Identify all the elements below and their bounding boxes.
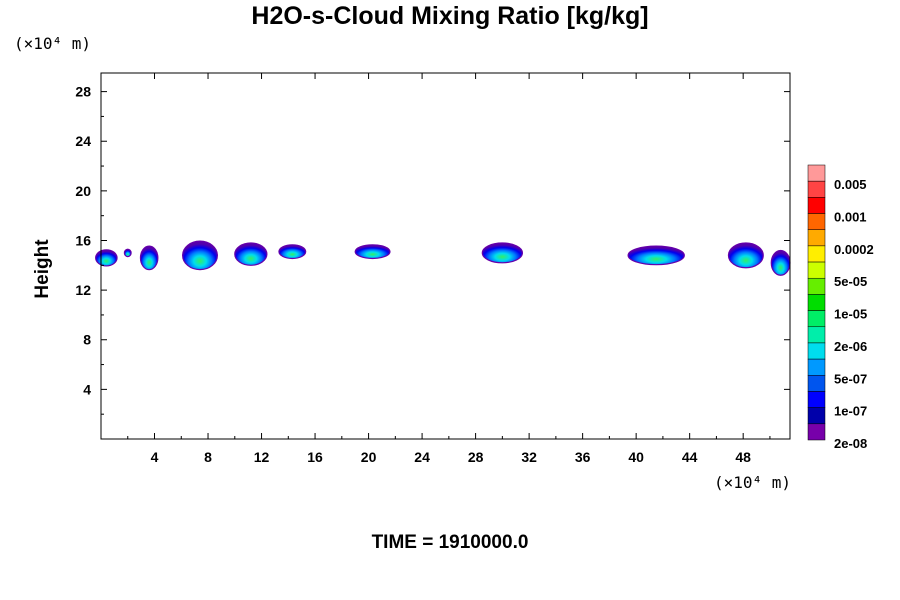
- colorbar-swatch: [807, 326, 826, 344]
- colorbar-swatch: [807, 358, 826, 376]
- y-tick-label: 28: [75, 84, 91, 100]
- x-tick-label: 20: [361, 449, 377, 465]
- cloud-blob: [354, 244, 391, 260]
- cloud-blob: [234, 242, 268, 266]
- colorbar-swatch: [807, 261, 826, 279]
- cloud-blob: [182, 240, 218, 271]
- colorbar-swatch: [807, 391, 826, 408]
- x-tick-label: 40: [628, 449, 644, 465]
- colorbar-label: 1e-05: [834, 307, 867, 322]
- x-tick-label: 32: [521, 449, 537, 465]
- colorbar-swatch: [807, 342, 826, 360]
- colorbar-swatch: [807, 197, 826, 214]
- x-tick-label: 8: [204, 449, 212, 465]
- cloud-blob: [139, 245, 159, 271]
- colorbar-label: 0.005: [834, 177, 867, 192]
- x-tick-label: 12: [254, 449, 270, 465]
- x-tick-label: 36: [575, 449, 591, 465]
- colorbar-label: 2e-08: [834, 436, 867, 451]
- colorbar-swatch: [807, 294, 826, 311]
- cloud-blob: [95, 249, 118, 267]
- colorbar-label: 0.001: [834, 210, 867, 225]
- x-axis-unit: (×10⁴ m): [714, 473, 792, 492]
- colorbar-swatch: [807, 229, 826, 247]
- cloud-blob: [278, 244, 307, 260]
- colorbar-swatch: [807, 310, 826, 328]
- plot-frame: [100, 72, 791, 440]
- x-tick-label: 44: [682, 449, 698, 465]
- colorbar-label: 5e-07: [834, 371, 867, 386]
- colorbar-swatch: [807, 375, 826, 392]
- y-tick-label: 4: [83, 381, 91, 397]
- x-tick-label: 16: [307, 449, 323, 465]
- time-footer: TIME = 1910000.0: [371, 532, 529, 553]
- colorbar-swatch: [807, 245, 826, 263]
- cloud-blob: [123, 248, 132, 258]
- x-tick-label: 24: [414, 449, 430, 465]
- cloud-blob: [627, 245, 685, 266]
- y-tick-label: 12: [75, 282, 91, 298]
- colorbar-label: 5e-05: [834, 274, 867, 289]
- x-tick-label: 48: [735, 449, 751, 465]
- cloud-blob: [770, 249, 791, 276]
- colorbar-swatch: [807, 213, 826, 230]
- y-axis-unit: (×10⁴ m): [14, 34, 92, 53]
- y-tick-label: 24: [75, 133, 91, 149]
- colorbar: 0.005 0.001 0.0002 5e-05 1e-05 2e-06 5e-07 1e-0…: [807, 164, 874, 451]
- colorbar-swatch: [807, 277, 826, 295]
- colorbar-swatch: [807, 407, 826, 425]
- colorbar-label: 2e-06: [834, 339, 867, 354]
- y-tick-label: 8: [83, 332, 91, 348]
- chart-title: H2O-s-Cloud Mixing Ratio [kg/kg]: [251, 2, 649, 30]
- cloud-blob: [727, 242, 764, 269]
- x-tick-label: 4: [151, 449, 159, 465]
- y-tick-label: 16: [75, 232, 91, 248]
- colorbar-swatch: [807, 164, 826, 182]
- cloud-layer: [95, 240, 791, 276]
- colorbar-label: 1e-07: [834, 404, 867, 419]
- colorbar-label: 0.0002: [834, 242, 874, 257]
- colorbar-swatch: [807, 180, 826, 198]
- colorbar-swatch: [807, 423, 826, 441]
- cloud-blob: [481, 242, 524, 264]
- x-tick-label: 28: [468, 449, 484, 465]
- y-tick-label: 20: [75, 183, 91, 199]
